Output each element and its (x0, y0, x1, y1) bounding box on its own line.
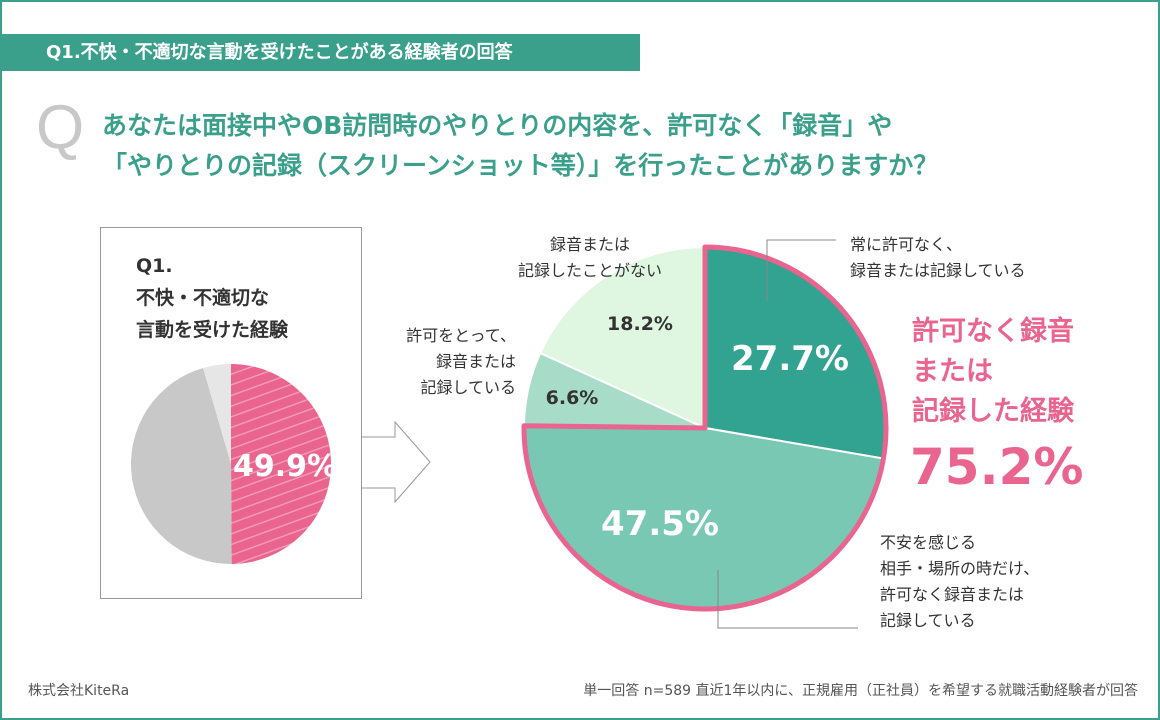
label-never: 録音または 記録したことがない (500, 232, 680, 284)
label-sometimes: 不安を感じる 相手・場所の時だけ、 許可なく録音または 記録している (880, 530, 1039, 634)
highlight-line: または (912, 356, 993, 387)
highlight-line: 記録した経験 (912, 396, 1074, 427)
q-mark: Q (36, 93, 85, 162)
label-with-permission: 許可をとって、 録音または 記録している (396, 323, 516, 401)
highlight-value: 75.2% (910, 438, 1084, 496)
pie-slice (538, 245, 706, 430)
slice-label: 18.2% (607, 313, 673, 335)
slice-label: 49.9% (233, 449, 337, 484)
highlight-line: 許可なく録音 (912, 316, 1074, 347)
footnote: 単一回答 n=589 直近1年以内に、正規雇用（正社員）を希望する就職活動経験者… (583, 683, 1138, 699)
left-chart-title: Q1. 不快・不適切な 言動を受けた経験 (136, 250, 288, 346)
label-line: 録音または記録している (850, 261, 1026, 280)
question-text: あなたは面接中やOB訪問時のやりとりの内容を、許可なく「録音」や 「やりとりの記… (102, 106, 938, 186)
label-line: 記録している (420, 378, 516, 397)
slice-label: 47.5% (601, 504, 719, 544)
arrow-icon (362, 420, 431, 504)
label-line: 常に許可なく、 (850, 235, 963, 254)
title-line: 不快・不適切な (136, 287, 270, 309)
highlight-text: 許可なく録音 または 記録した経験 (912, 312, 1074, 432)
title-line: Q1. (136, 255, 173, 277)
left-chart-box (100, 227, 362, 599)
leader-line (766, 239, 836, 302)
label-line: 記録したことがない (517, 261, 662, 280)
label-line: 許可をとって、 (406, 326, 516, 345)
slice-label: 6.6% (546, 387, 599, 409)
label-line: 不安を感じる (880, 533, 977, 552)
label-line: 録音または (435, 352, 516, 371)
slice-label: 27.7% (731, 339, 849, 379)
highlight-outline (521, 244, 889, 612)
leader-line (717, 570, 858, 629)
pie-slice (203, 364, 231, 464)
pie-slice (131, 367, 232, 564)
label-line: 録音または (549, 235, 630, 254)
pie-slice (231, 364, 332, 564)
label-line: 許可なく録音または (880, 585, 1025, 604)
label-line: 記録している (880, 611, 976, 630)
question-line1: あなたは面接中やOB訪問時のやりとりの内容を、許可なく「録音」や (102, 111, 893, 140)
header-bar: Q1.不快・不適切な言動を受けたことがある経験者の回答 (0, 34, 640, 71)
company-name: 株式会社KiteRa (28, 683, 130, 699)
question-line2: 「やりとりの記録（スクリーンショット等）」を行ったことがありますか？ (102, 151, 939, 180)
label-line: 相手・場所の時だけ、 (880, 559, 1040, 578)
title-line: 言動を受けた経験 (136, 319, 289, 341)
label-always: 常に許可なく、 録音または記録している (850, 232, 1026, 284)
